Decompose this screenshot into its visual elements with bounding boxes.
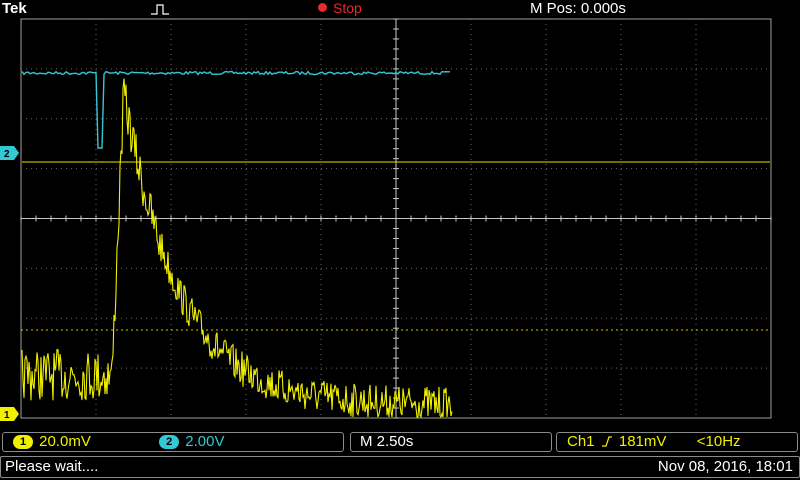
ch2-waveform xyxy=(21,70,450,149)
trigger-level: 181mV xyxy=(618,433,667,450)
trigger-frequency: <10Hz xyxy=(696,433,741,450)
ch1-marker-label: 1 xyxy=(4,410,10,421)
brand-label: Tek xyxy=(2,0,27,17)
ch2-marker-label: 2 xyxy=(4,149,10,160)
top-status-bar: Tek Stop M Pos: 0.000s xyxy=(0,0,800,20)
ch1-ground-marker: 1 xyxy=(0,407,19,421)
timebase-readout[interactable]: M 2.50s xyxy=(350,432,552,452)
channel-readouts: 1 20.0mV 2 2.00V xyxy=(2,432,344,452)
timebase-label: M 2.50s xyxy=(360,433,414,450)
waveform-display: 2 1 xyxy=(0,18,772,421)
ch1-readout[interactable]: 1 20.0mV xyxy=(3,433,91,450)
ch2-scale: 2.00V xyxy=(185,433,225,450)
ch1-scale: 20.0mV xyxy=(39,433,91,450)
ch2-readout[interactable]: 2 2.00V xyxy=(159,433,225,450)
rising-edge-icon xyxy=(601,436,612,447)
ch2-ground-marker: 2 xyxy=(0,146,19,160)
ch1-waveform xyxy=(21,78,453,419)
run-state[interactable]: Stop xyxy=(318,0,362,16)
status-message: Please wait.... xyxy=(5,458,99,475)
stop-dot-icon xyxy=(318,3,327,12)
date-time: Nov 08, 2016, 18:01 xyxy=(657,458,793,475)
acquisition-pulse-icon xyxy=(151,4,169,15)
ch2-badge: 2 xyxy=(159,435,180,449)
trigger-readout[interactable]: Ch1 181mV <10Hz xyxy=(556,432,798,452)
horizontal-position-readout: M Pos: 0.000s xyxy=(530,0,626,17)
graticule-grid xyxy=(20,18,772,419)
message-bar: Please wait.... Nov 08, 2016, 18:01 xyxy=(0,456,800,478)
trigger-channel: Ch1 xyxy=(567,433,595,450)
ch1-badge: 1 xyxy=(13,435,34,449)
